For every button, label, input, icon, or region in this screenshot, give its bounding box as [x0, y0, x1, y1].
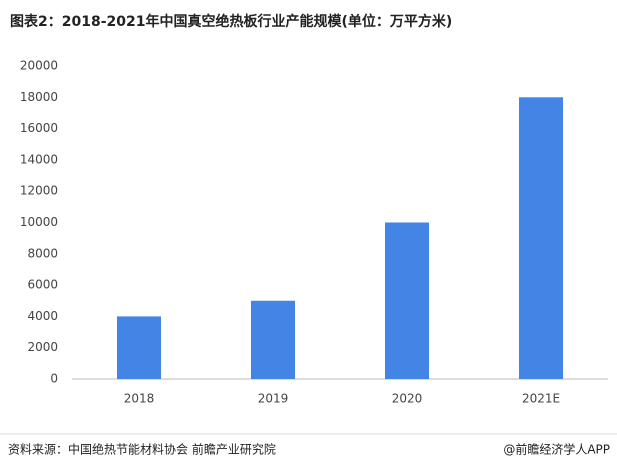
bar	[385, 222, 429, 379]
y-tick-label: 4000	[27, 309, 58, 323]
y-tick-label: 8000	[27, 246, 58, 260]
y-tick-label: 12000	[20, 184, 58, 198]
y-tick-label: 2000	[27, 340, 58, 354]
y-tick-label: 10000	[20, 215, 58, 229]
bar	[519, 97, 563, 380]
credit: @前瞻经济学人APP	[503, 442, 610, 457]
y-tick-label: 16000	[20, 121, 58, 135]
x-tick-label: 2020	[392, 392, 423, 406]
x-tick-label: 2018	[124, 392, 155, 406]
x-tick-label: 2019	[258, 392, 289, 406]
y-tick-label: 14000	[20, 152, 58, 166]
y-tick-label: 0	[50, 372, 58, 386]
y-tick-label: 18000	[20, 90, 58, 104]
bar	[251, 300, 295, 379]
chart-title: 图表2：2018-2021年中国真空绝热板行业产能规模(单位：万平方米)	[10, 13, 452, 30]
x-tick-label: 2021E	[522, 392, 560, 406]
y-tick-label: 20000	[20, 59, 58, 73]
source: 资料来源：中国绝热节能材料协会 前瞻产业研究院	[8, 442, 276, 457]
y-tick-label: 6000	[27, 278, 58, 292]
bar	[117, 316, 161, 379]
